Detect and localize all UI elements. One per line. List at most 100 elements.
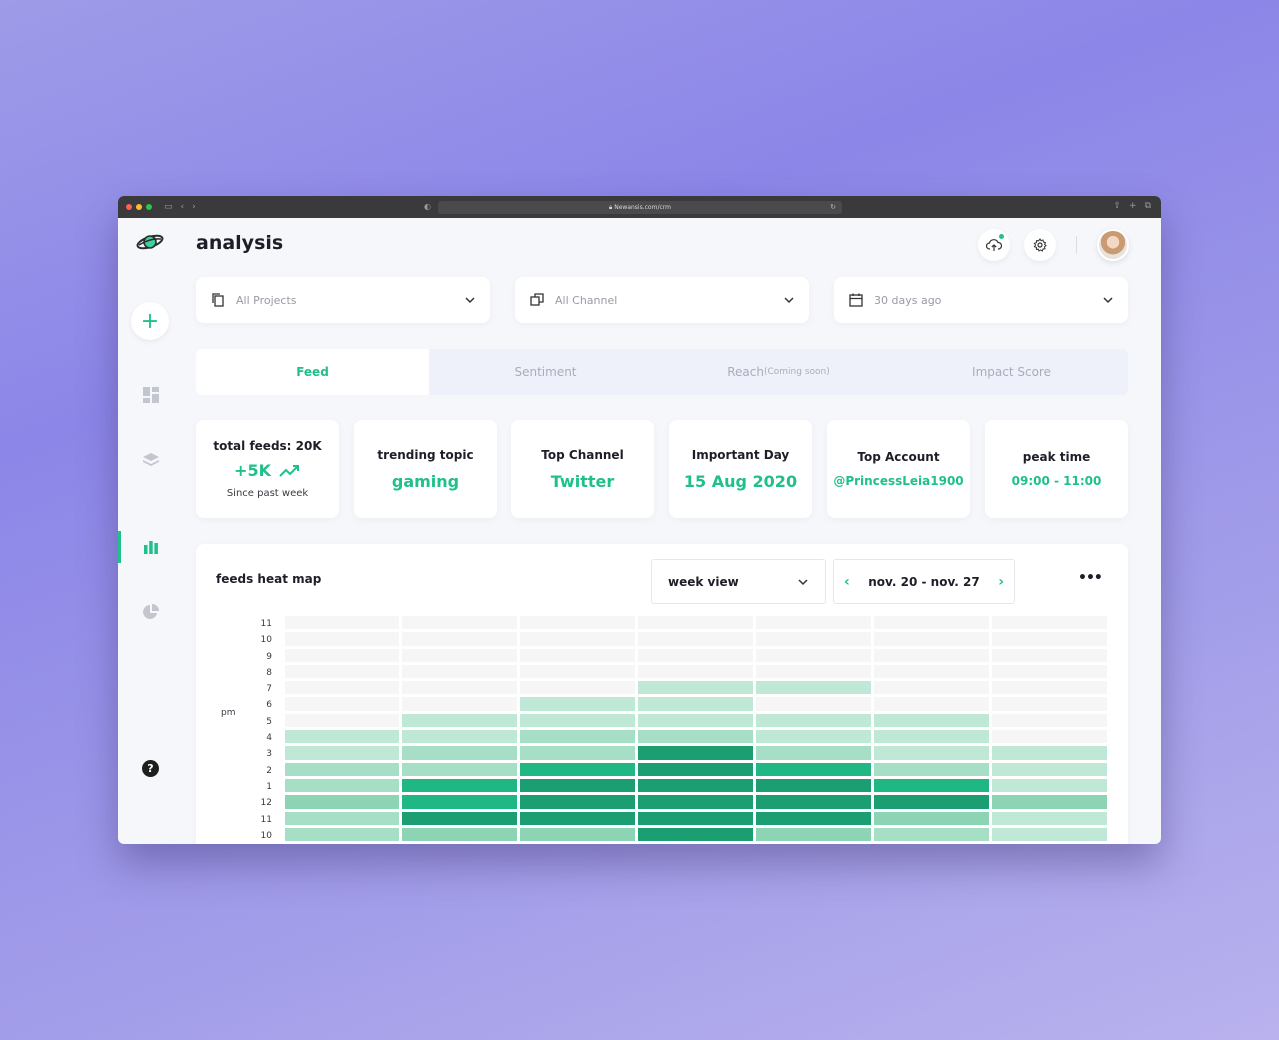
heat-map-cell[interactable] [638,697,753,711]
heat-map-cell[interactable] [873,632,989,646]
tab-impact-score[interactable]: Impact Score [895,349,1128,395]
heat-map-cell[interactable] [284,648,400,662]
pie-chart-icon[interactable] [142,603,160,621]
heat-map-cell[interactable] [991,681,1107,695]
heat-map-cell[interactable] [755,664,871,679]
heat-map-cell[interactable] [991,795,1107,809]
heat-map-cell[interactable] [638,664,753,679]
heat-map-cell[interactable] [873,762,989,776]
heat-map-cell[interactable] [402,616,518,630]
user-avatar[interactable] [1097,229,1129,261]
heat-map-cell[interactable] [638,762,753,776]
heat-map-cell[interactable] [755,827,871,842]
privacy-shield-icon[interactable]: ◐ [424,202,431,211]
heat-map-cell[interactable] [755,648,871,662]
heat-map-cell[interactable] [991,730,1107,744]
heat-map-cell[interactable] [402,730,518,744]
heat-map-cell[interactable] [520,762,636,776]
heat-map-cell[interactable] [402,778,518,793]
heat-map-cell[interactable] [284,762,400,776]
heat-map-cell[interactable] [873,713,989,728]
heat-map-cell[interactable] [991,746,1107,760]
heat-map-cell[interactable] [402,762,518,776]
heat-map-cell[interactable] [991,827,1107,842]
heat-map-cell[interactable] [284,713,400,728]
heat-map-cell[interactable] [284,632,400,646]
planet-logo-icon[interactable] [136,232,164,252]
chevron-left-icon[interactable]: ‹ [844,573,850,590]
heat-map-cell[interactable] [284,664,400,679]
address-bar[interactable]: 🔒︎ Newansis.com/crm ↻ [438,201,842,214]
heat-map-cell[interactable] [991,713,1107,728]
help-icon[interactable]: ? [142,760,159,777]
heat-map-cell[interactable] [991,664,1107,679]
heat-map-cell[interactable] [520,681,636,695]
heat-map-cell[interactable] [991,616,1107,630]
heat-map-cell[interactable] [402,746,518,760]
tab-feed[interactable]: Feed [196,349,429,395]
heat-map-cell[interactable] [638,632,753,646]
settings-button[interactable] [1024,229,1056,261]
heat-map-cell[interactable] [873,697,989,711]
heat-map-cell[interactable] [991,762,1107,776]
heat-map-cell[interactable] [755,697,871,711]
view-select-dropdown[interactable]: week view [651,559,826,604]
heat-map-cell[interactable] [638,648,753,662]
heat-map-cell[interactable] [284,778,400,793]
heat-map-cell[interactable] [402,632,518,646]
forward-icon[interactable]: › [192,202,196,212]
minimize-window-button[interactable] [136,204,142,210]
heat-map-cell[interactable] [402,681,518,695]
heat-map-cell[interactable] [402,713,518,728]
heat-map-cell[interactable] [284,697,400,711]
maximize-window-button[interactable] [146,204,152,210]
heat-map-cell[interactable] [284,730,400,744]
new-tab-icon[interactable]: + [1129,201,1137,211]
heat-map-cell[interactable] [638,778,753,793]
heat-map-cell[interactable] [520,795,636,809]
share-icon[interactable]: ⇪ [1113,201,1122,211]
heat-map-cell[interactable] [638,811,753,825]
date-filter-dropdown[interactable]: 30 days ago [834,277,1128,323]
heat-map-cell[interactable] [638,616,753,630]
heat-map-cell[interactable] [991,811,1107,825]
heat-map-cell[interactable] [991,778,1107,793]
heat-map-cell[interactable] [284,795,400,809]
heat-map-cell[interactable] [755,795,871,809]
heat-map-cell[interactable] [755,762,871,776]
heat-map-cell[interactable] [402,811,518,825]
heat-map-cell[interactable] [755,746,871,760]
heat-map-cell[interactable] [638,681,753,695]
heat-map-cell[interactable] [755,713,871,728]
heat-map-cell[interactable] [284,746,400,760]
heat-map-cell[interactable] [520,811,636,825]
heat-map-cell[interactable] [284,681,400,695]
tabs-overview-icon[interactable]: ⧉ [1144,201,1151,211]
heat-map-cell[interactable] [402,795,518,809]
tab-reach[interactable]: Reach (Coming soon) [662,349,895,395]
heat-map-cell[interactable] [755,730,871,744]
heat-map-cell[interactable] [873,795,989,809]
heat-map-cell[interactable] [520,730,636,744]
heat-map-cell[interactable] [520,827,636,842]
heat-map-cell[interactable] [520,778,636,793]
heat-map-cell[interactable] [755,811,871,825]
heat-map-cell[interactable] [873,730,989,744]
heat-map-cell[interactable] [520,664,636,679]
heat-map-cell[interactable] [873,648,989,662]
heat-map-cell[interactable] [638,713,753,728]
tab-sentiment[interactable]: Sentiment [429,349,662,395]
heat-map-cell[interactable] [520,616,636,630]
sidebar-toggle-icon[interactable]: ▭ [164,202,173,212]
heat-map-cell[interactable] [755,681,871,695]
heat-map-cell[interactable] [873,616,989,630]
heat-map-cell[interactable] [638,795,753,809]
chevron-right-icon[interactable]: › [998,573,1004,590]
heat-map-cell[interactable] [284,811,400,825]
heat-map-cell[interactable] [873,664,989,679]
layers-icon[interactable] [142,451,160,469]
add-button[interactable]: + [131,302,169,340]
heat-map-cell[interactable] [520,746,636,760]
cloud-upload-button[interactable] [978,229,1010,261]
heat-map-cell[interactable] [402,827,518,842]
